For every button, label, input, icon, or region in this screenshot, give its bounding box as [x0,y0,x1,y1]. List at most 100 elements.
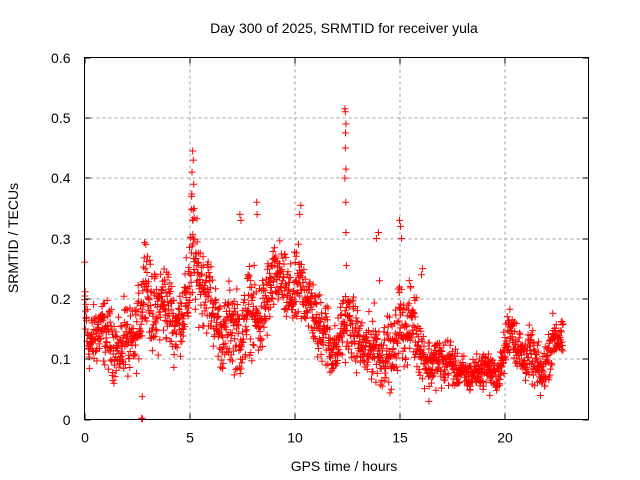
data-point [110,379,118,387]
data-point [143,258,151,266]
data-point [123,334,130,342]
data-point [215,312,223,320]
data-point [115,363,123,371]
data-point [271,287,279,295]
data-point [176,299,184,307]
data-point [245,263,253,271]
data-point [172,340,180,348]
data-point [166,287,174,295]
data-point [364,327,372,335]
data-point [394,349,402,357]
data-point [153,327,161,335]
data-point [133,318,141,326]
data-point [238,359,246,367]
data-point [265,278,273,286]
data-point [266,313,274,321]
data-point [250,341,258,349]
y-axis-label: SRMTID / TECUs [5,183,21,293]
data-point [267,284,275,292]
data-point [420,385,428,393]
y-tick-label: 0.4 [51,170,71,186]
data-point [279,277,287,285]
data-point [521,340,529,348]
data-point [109,369,117,377]
data-point [501,333,509,341]
data-point [380,324,388,332]
data-point [515,329,523,337]
data-point [138,332,146,340]
data-point [221,339,229,347]
data-point [357,322,365,330]
data-point [466,382,474,390]
data-point [547,348,555,356]
data-point [185,263,193,271]
data-point [400,363,408,371]
data-point [425,339,433,347]
y-tick-label: 0.2 [51,291,71,307]
data-point [216,344,224,352]
y-tick-label: 0.6 [51,50,71,66]
data-point [190,180,198,188]
data-point [233,285,241,293]
data-point [178,311,186,319]
data-point [133,369,141,377]
data-point [167,306,175,314]
data-point [351,302,359,310]
data-point [373,370,381,378]
data-point [394,339,402,347]
data-point [557,328,565,336]
data-point [140,263,148,271]
data-point [227,351,235,359]
data-point [489,356,497,364]
data-point [369,368,377,376]
data-point [106,318,114,326]
data-point [291,248,298,256]
data-point [494,375,502,383]
data-point [203,329,211,337]
data-point [120,292,128,300]
data-point [140,239,148,247]
data-point [105,365,113,373]
data-point [190,204,198,212]
data-point [248,357,256,365]
data-point [403,361,411,369]
x-axis-label: GPS time / hours [291,458,398,474]
data-point [148,347,156,355]
data-point [372,235,380,242]
data-point [121,361,129,369]
data-point [417,327,425,335]
data-point [352,357,360,365]
data-point [209,342,217,350]
data-point [138,393,146,401]
data-point [89,330,97,338]
data-point [294,240,302,248]
data-point [490,360,498,368]
data-point [199,253,207,261]
data-point [412,294,420,302]
data-point [242,351,249,359]
data-point [156,336,164,344]
data-point [189,206,197,214]
data-point [223,332,231,340]
data-point [170,351,178,359]
data-point [323,316,331,324]
data-point [296,292,304,300]
data-point [249,293,257,301]
data-point [189,216,197,224]
data-point [190,258,198,266]
data-point [341,144,349,152]
data-point [342,165,350,173]
data-point [405,299,413,307]
data-point [500,328,508,336]
data-point [141,265,149,273]
data-point [428,373,436,381]
data-point [162,335,170,343]
data-point [525,354,533,362]
data-point [112,367,120,375]
data-point [253,210,261,218]
data-point [498,363,506,371]
data-point [243,315,251,323]
data-point [342,293,350,301]
data-point [189,231,197,239]
data-point [112,328,120,336]
